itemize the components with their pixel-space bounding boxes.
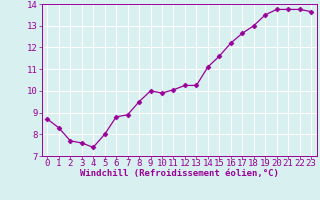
X-axis label: Windchill (Refroidissement éolien,°C): Windchill (Refroidissement éolien,°C) [80, 169, 279, 178]
